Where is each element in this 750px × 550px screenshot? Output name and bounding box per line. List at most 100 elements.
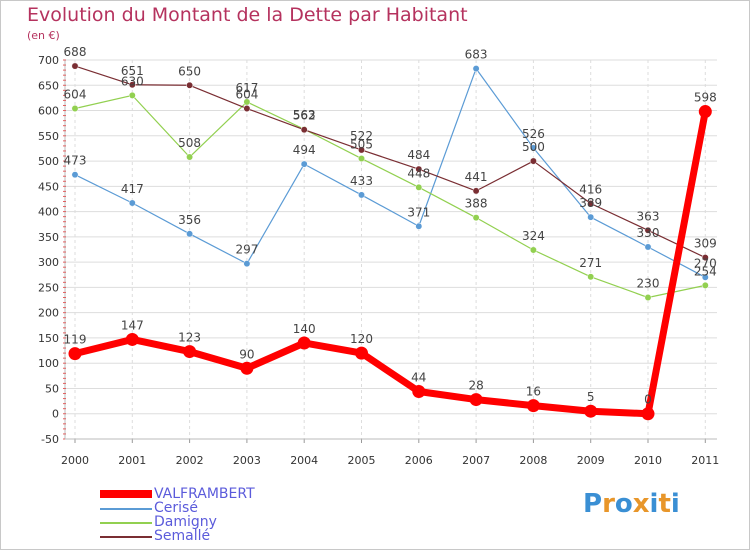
data-point xyxy=(644,243,652,251)
data-label: 563 xyxy=(293,108,316,122)
data-point xyxy=(243,260,251,268)
data-label: 230 xyxy=(637,277,660,291)
data-point xyxy=(125,332,139,346)
data-point xyxy=(300,160,308,168)
data-label: 363 xyxy=(637,209,660,223)
legend-swatch xyxy=(100,508,152,510)
data-label: 433 xyxy=(350,174,373,188)
x-tick-label: 2002 xyxy=(176,454,204,467)
data-label: 683 xyxy=(465,48,488,62)
data-point xyxy=(415,165,423,173)
y-tick-label: 300 xyxy=(38,256,59,269)
y-tick-label: 400 xyxy=(38,206,59,219)
data-point xyxy=(186,153,194,161)
data-point xyxy=(529,246,537,254)
legend-label: Damigny xyxy=(154,514,217,530)
data-label: 630 xyxy=(121,74,144,88)
data-point xyxy=(701,273,709,281)
data-point xyxy=(186,230,194,238)
data-label: 562 xyxy=(293,109,316,123)
data-label: 123 xyxy=(178,331,201,345)
series-line-1 xyxy=(74,67,706,278)
data-label: 598 xyxy=(694,91,717,105)
y-tick-label: 450 xyxy=(38,180,59,193)
data-point xyxy=(529,144,537,152)
x-tick-label: 2006 xyxy=(405,454,433,467)
legend-label: VALFRAMBERT xyxy=(154,486,255,502)
logo-letter: x xyxy=(632,489,650,519)
data-point xyxy=(71,62,79,70)
data-point xyxy=(71,105,79,112)
y-tick-label: 500 xyxy=(38,155,59,168)
data-point xyxy=(183,345,197,359)
series-line-3 xyxy=(74,65,706,259)
data-label: 0 xyxy=(644,393,652,407)
data-point xyxy=(644,294,652,301)
data-label: 16 xyxy=(526,385,541,399)
data-label: 473 xyxy=(64,154,87,168)
data-point xyxy=(358,155,365,162)
logo-letter: P xyxy=(583,489,603,519)
data-point xyxy=(243,105,251,112)
x-tick-label: 2008 xyxy=(519,454,547,467)
x-tick-label: 2000 xyxy=(61,454,89,467)
x-tick-label: 2009 xyxy=(577,454,605,467)
legend-swatch xyxy=(100,522,152,524)
x-tick-label: 2004 xyxy=(290,454,318,467)
series-line-2 xyxy=(74,94,706,299)
x-tick-label: 2005 xyxy=(348,454,376,467)
data-point xyxy=(240,361,254,375)
data-point xyxy=(128,81,136,89)
y-tick-label: 650 xyxy=(38,79,59,92)
logo-letter: t xyxy=(658,489,671,519)
data-label: 271 xyxy=(579,256,602,270)
data-point xyxy=(355,346,368,360)
data-point xyxy=(472,214,480,222)
data-point xyxy=(297,336,311,350)
data-label: 140 xyxy=(293,322,316,336)
x-tick-label: 2007 xyxy=(462,454,490,467)
label-layer: 4734173562974944333716835263893302706046… xyxy=(64,45,717,407)
data-label: 505 xyxy=(350,138,373,152)
logo-letter: i xyxy=(649,489,659,519)
unit-label: (en €) xyxy=(27,29,60,42)
data-point xyxy=(469,393,483,407)
data-point xyxy=(472,65,480,73)
data-label: 388 xyxy=(465,197,488,211)
axis-layer: -500501001502002503003504004505005506006… xyxy=(38,54,719,467)
data-label: 371 xyxy=(407,205,430,219)
grid-layer xyxy=(65,59,717,440)
y-tick-label: 0 xyxy=(52,408,59,421)
data-label: 604 xyxy=(64,88,87,102)
y-tick-label: 350 xyxy=(38,231,59,244)
y-tick-label: 550 xyxy=(38,130,59,143)
data-label: 441 xyxy=(465,170,488,184)
data-label: 500 xyxy=(522,140,545,154)
logo-letter: o xyxy=(614,489,633,519)
y-tick-label: 50 xyxy=(45,382,59,395)
data-label: 90 xyxy=(239,347,254,361)
data-point xyxy=(698,105,712,119)
proxiti-logo: Proxiti xyxy=(583,489,680,519)
data-label: 688 xyxy=(64,45,87,59)
data-label: 119 xyxy=(64,333,87,347)
data-label: 309 xyxy=(694,237,717,251)
data-point xyxy=(472,187,480,195)
data-point xyxy=(68,347,82,361)
data-point xyxy=(526,399,540,413)
data-point xyxy=(186,81,194,89)
chart-title: Evolution du Montant de la Dette par Hab… xyxy=(27,4,468,26)
data-point xyxy=(128,199,136,207)
data-point xyxy=(415,222,423,230)
legend-swatch xyxy=(100,490,152,498)
data-point xyxy=(358,191,365,199)
data-point xyxy=(358,146,365,154)
data-label: 617 xyxy=(235,81,258,95)
logo-letter: i xyxy=(670,489,680,519)
data-label: 324 xyxy=(522,229,545,243)
data-label: 484 xyxy=(407,148,430,162)
y-tick-label: 150 xyxy=(38,332,59,345)
series-line-0 xyxy=(74,110,709,418)
data-label: 650 xyxy=(178,64,201,78)
